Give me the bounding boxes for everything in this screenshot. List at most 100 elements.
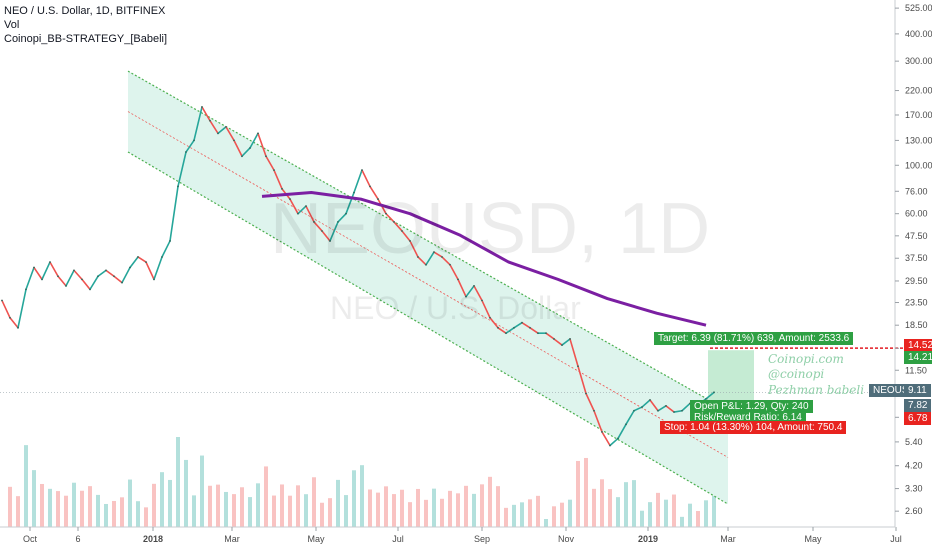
price-segment (81, 278, 91, 291)
volume-bar (424, 499, 428, 527)
price-point (649, 399, 651, 401)
price-point (385, 212, 387, 215)
x-tick-label: 2019 (638, 534, 658, 544)
volume-bar (208, 485, 212, 527)
price-segment (529, 326, 539, 335)
volume-bar (640, 510, 644, 527)
price-segment (329, 221, 339, 242)
price-point (137, 256, 139, 258)
volume-bar (176, 437, 180, 527)
volume-bar (16, 496, 20, 527)
price-segment (521, 321, 531, 329)
price-point (569, 338, 571, 340)
price-segment (681, 402, 691, 412)
volume-bar (8, 486, 12, 527)
price-segment (417, 256, 427, 266)
target-label[interactable]: Target: 6.39 (81.71%) 639, Amount: 2533.… (654, 332, 854, 345)
price-segment (201, 106, 211, 122)
volume-bar (440, 498, 444, 527)
price-segment (409, 240, 419, 258)
price-tag-entry: 7.82 (904, 399, 932, 412)
stop-label[interactable]: Stop: 1.04 (13.30%) 104, Amount: 750.4 (660, 421, 847, 434)
price-segment (297, 205, 307, 215)
price-point (681, 409, 683, 412)
price-segment (657, 405, 667, 412)
open-pl-label[interactable]: Open P&L: 1.29, Qty: 240 (690, 400, 813, 413)
price-segment (249, 132, 259, 149)
price-point (457, 278, 459, 281)
volume-bar (320, 502, 324, 527)
price-point (177, 185, 179, 188)
price-segment (113, 275, 123, 284)
volume-bar (344, 495, 348, 527)
price-point (273, 169, 275, 172)
price-point (25, 288, 27, 291)
volume-bar (688, 503, 692, 527)
volume-bar (576, 460, 580, 527)
price-point (217, 132, 219, 135)
price-point (105, 269, 107, 272)
price-point (401, 230, 403, 232)
y-tick-label: 100.00 (905, 160, 932, 170)
price-segment (473, 285, 483, 302)
y-tick-label: 3.30 (905, 484, 923, 494)
volume-bar (552, 506, 556, 527)
price-point (57, 275, 59, 278)
volume-bar (544, 519, 548, 527)
volume-bar (72, 482, 76, 527)
volume-bar (184, 459, 188, 527)
price-segment (433, 251, 443, 258)
price-segment (393, 221, 403, 232)
x-tick-label: 6 (75, 534, 80, 544)
price-segment (73, 269, 83, 281)
price-point (193, 139, 195, 142)
price-segment (209, 119, 219, 135)
price-segment (25, 266, 35, 291)
price-point (33, 266, 35, 269)
volume-bar (288, 495, 292, 527)
volume-bar (648, 502, 652, 527)
risk-reward-label[interactable]: Risk/Reward Ratio: 6.14 (690, 411, 806, 424)
price-point (161, 256, 163, 258)
price-point (609, 444, 611, 447)
price-segment (145, 261, 155, 281)
price-point (97, 275, 99, 278)
price-segment (233, 139, 243, 158)
y-tick-label: 23.50 (905, 298, 928, 308)
price-segment (441, 256, 451, 266)
volume-bar (704, 500, 708, 527)
volume-bar (216, 484, 220, 527)
price-segment (57, 275, 67, 287)
price-segment (313, 221, 323, 232)
price-point (153, 278, 155, 281)
legend-symbol[interactable]: NEO / U.S. Dollar, 1D, BITFINEX (4, 5, 166, 17)
price-point (625, 423, 627, 426)
price-point (673, 411, 675, 413)
price-segment (465, 285, 475, 298)
volume-bar (480, 484, 484, 527)
price-point (409, 240, 411, 242)
price-point (337, 221, 339, 223)
volume-bar (456, 493, 460, 527)
price-point (641, 406, 643, 408)
volume-bar (672, 494, 676, 527)
price-point (529, 326, 531, 329)
price-point (561, 344, 563, 346)
price-segment (97, 269, 107, 278)
price-segment (601, 431, 611, 447)
volume-bar (272, 495, 276, 527)
price-point (361, 169, 363, 172)
target-zone (708, 350, 754, 407)
legend-volume[interactable]: Vol (4, 19, 20, 31)
volume-bar (632, 480, 636, 527)
channel-upper-border (127, 70, 729, 412)
price-segment (665, 405, 675, 413)
price-point (289, 198, 291, 200)
price-point (449, 263, 451, 266)
price-point (265, 155, 267, 158)
price-segment (241, 147, 251, 158)
legend-strategy[interactable]: Coinopi_BB-STRATEGY_[Babeli] (4, 33, 168, 45)
volume-bar (328, 498, 332, 527)
